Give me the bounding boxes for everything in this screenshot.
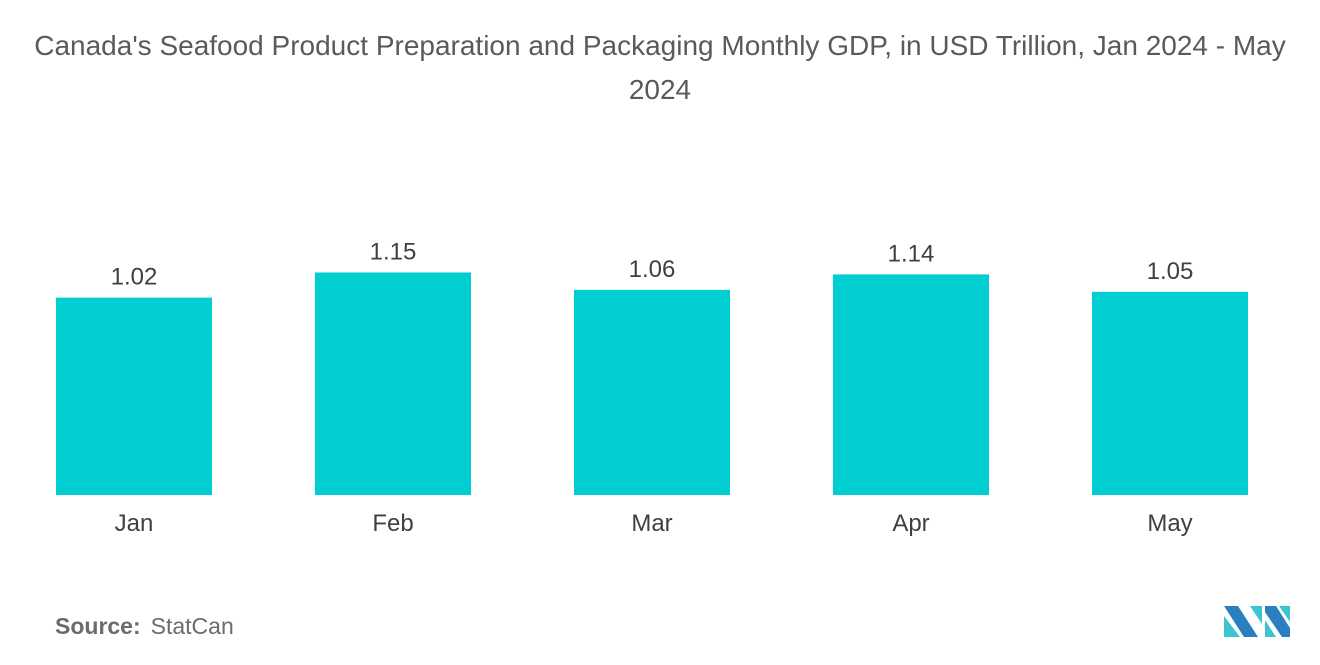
data-label-mar: 1.06 [629, 256, 676, 283]
bar-may [1092, 291, 1248, 495]
x-tick-label-feb: Feb [372, 510, 413, 537]
x-tick-label-jan: Jan [115, 510, 154, 537]
data-label-may: 1.05 [1147, 258, 1194, 285]
bar-feb [315, 272, 471, 495]
source-label: Source: [55, 613, 141, 639]
bar-mar [574, 289, 730, 495]
data-label-jan: 1.02 [111, 264, 158, 291]
x-tick-label-apr: Apr [892, 510, 929, 537]
source-note: Source: StatCan [55, 613, 234, 640]
x-tick-label-mar: Mar [631, 510, 672, 537]
data-label-feb: 1.15 [370, 238, 417, 265]
chart-title: Canada's Seafood Product Preparation and… [34, 30, 1286, 105]
source-value: StatCan [150, 613, 234, 639]
x-tick-label-may: May [1147, 510, 1192, 537]
bar-jan [56, 297, 212, 495]
data-label-apr: 1.14 [888, 240, 935, 267]
bar-apr [833, 274, 989, 495]
